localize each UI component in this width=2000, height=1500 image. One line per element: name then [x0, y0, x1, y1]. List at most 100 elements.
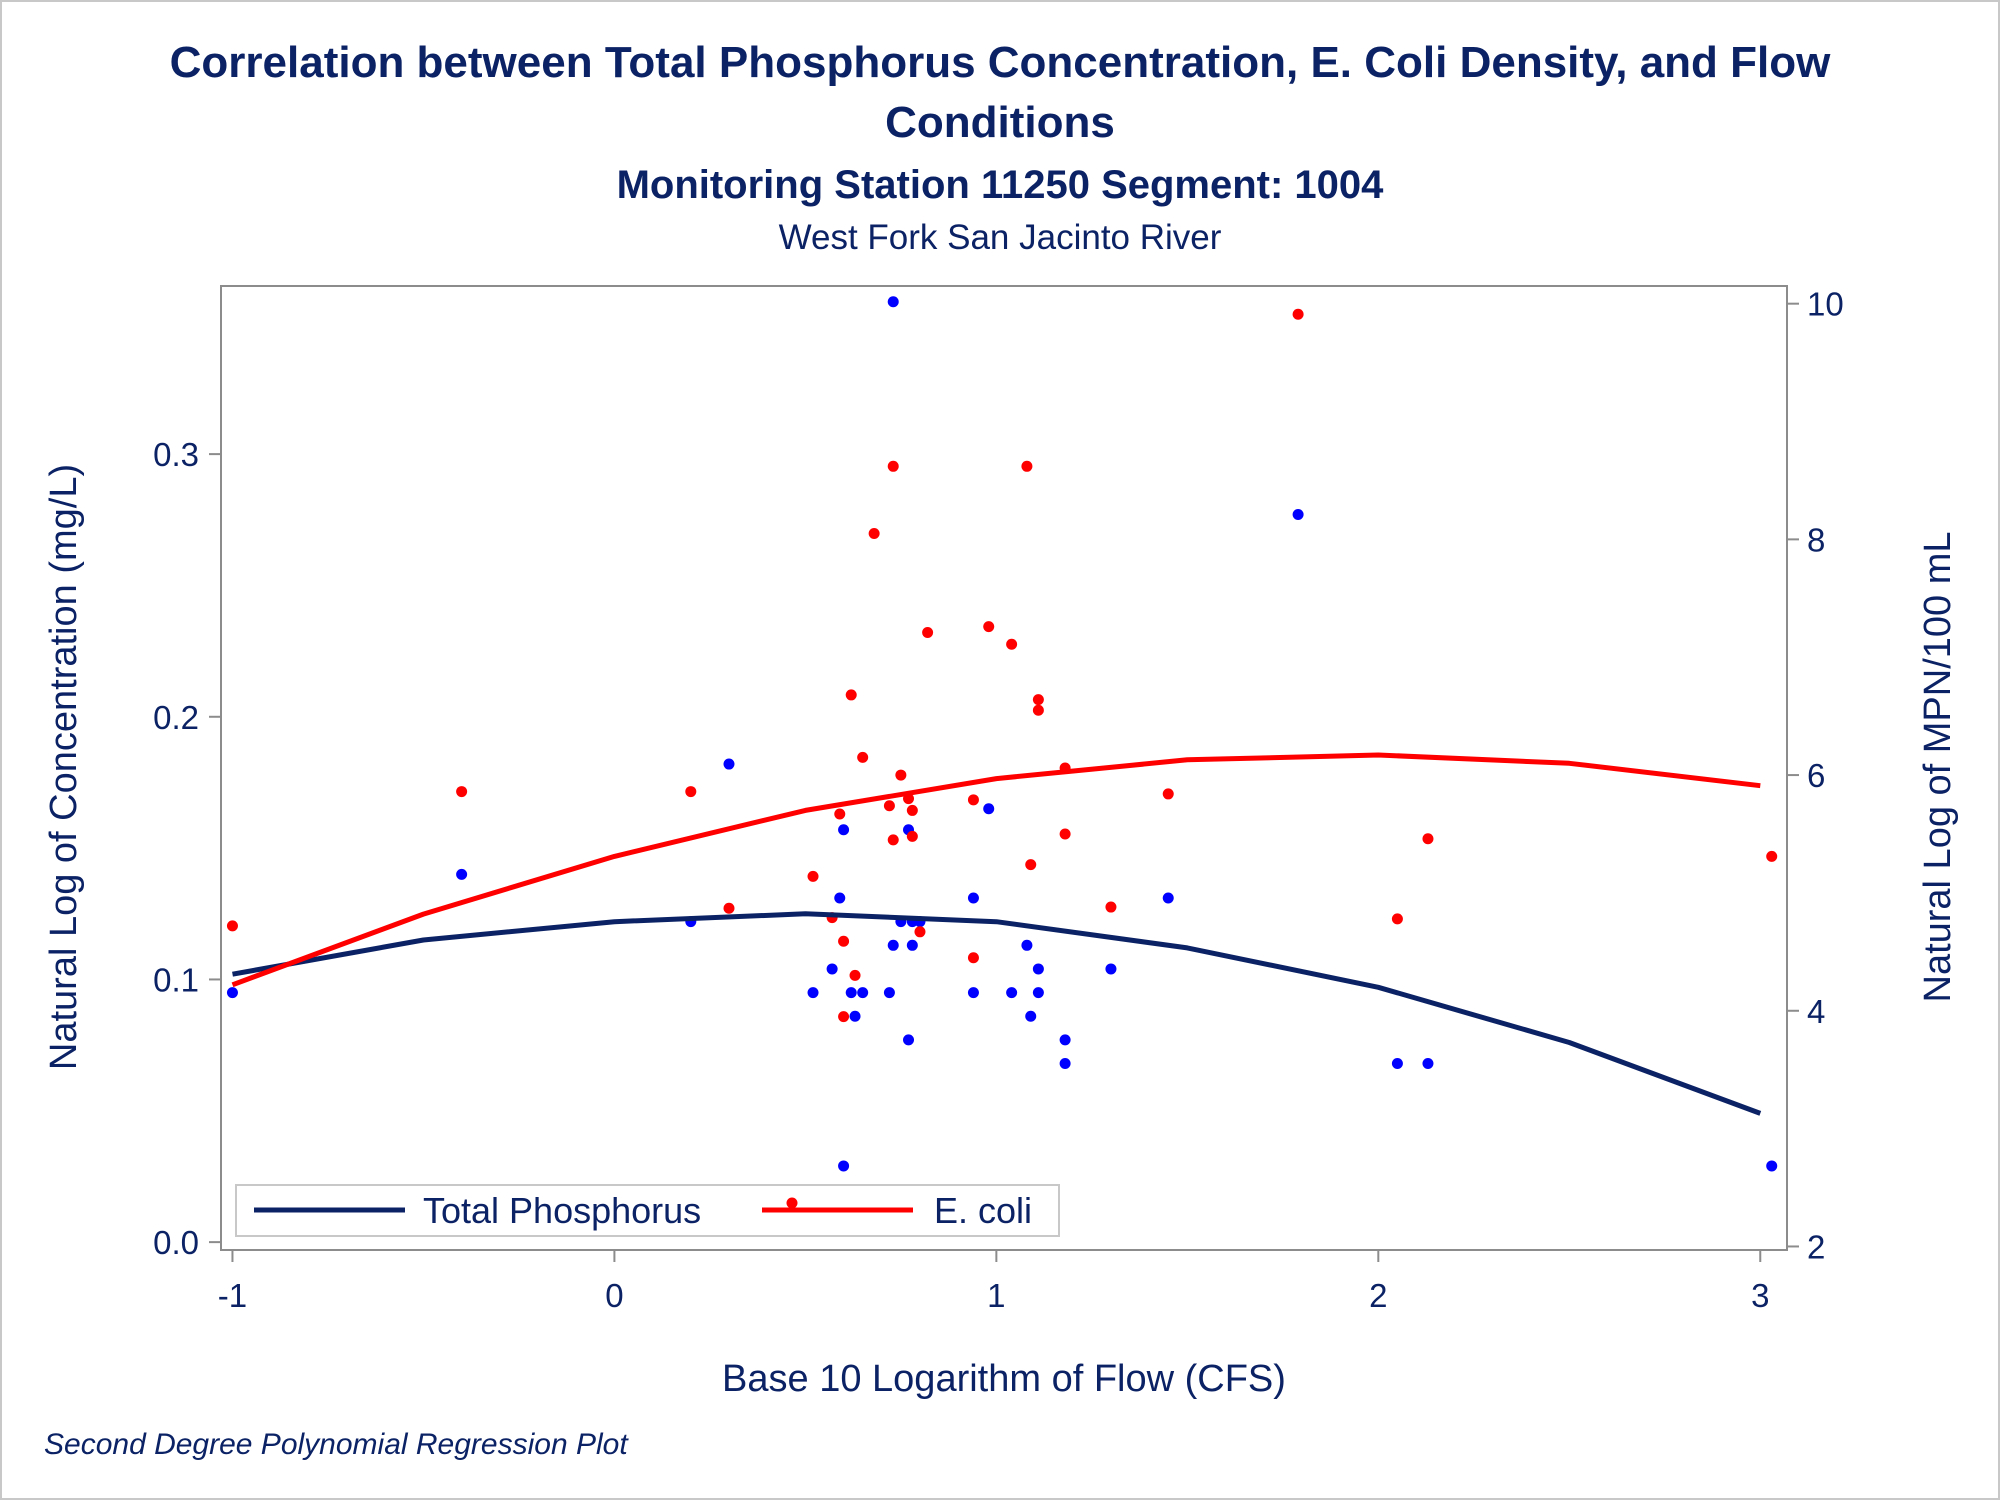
- e-coli-point: [883, 800, 895, 812]
- e-coli-point: [838, 1011, 850, 1023]
- legend-label-e-coli: E. coli: [934, 1190, 1032, 1231]
- e-coli-point: [845, 689, 857, 701]
- e-coli-point: [1766, 850, 1778, 862]
- total-phosphorus-point: [967, 892, 979, 904]
- chart-title: Correlation between Total Phosphorus Con…: [169, 38, 1831, 87]
- e-coli-point: [849, 969, 861, 981]
- e-coli-point: [1032, 694, 1044, 706]
- y2-tick-label: 10: [1807, 286, 1844, 323]
- x-tick-label: -1: [218, 1277, 247, 1314]
- total-phosphorus-point: [1162, 892, 1174, 904]
- x-tick-label: 3: [1751, 1277, 1769, 1314]
- total-phosphorus-point: [1059, 1058, 1071, 1070]
- e-coli-point: [807, 870, 819, 882]
- total-phosphorus-point: [887, 296, 899, 308]
- total-phosphorus-point: [723, 758, 735, 770]
- y2-tick-label: 8: [1807, 521, 1825, 558]
- total-phosphorus-point: [1422, 1058, 1434, 1070]
- total-phosphorus-point: [983, 803, 995, 815]
- y-tick-label: 0.2: [153, 699, 199, 736]
- e-coli-point: [838, 935, 850, 947]
- e-coli-point: [834, 808, 846, 820]
- total-phosphorus-point: [807, 987, 819, 999]
- total-phosphorus-point: [967, 987, 979, 999]
- e-coli-point: [922, 626, 934, 638]
- e-coli-point: [226, 920, 238, 932]
- e-coli-point: [1391, 913, 1403, 925]
- x-tick-label: 0: [605, 1277, 623, 1314]
- e-coli-point: [887, 460, 899, 472]
- y2-axis-label: Natural Log of MPN/100 mL: [1917, 531, 1959, 1002]
- total-phosphorus-point: [1032, 963, 1044, 975]
- e-coli-point: [1292, 308, 1304, 320]
- data-points: [226, 296, 1778, 1172]
- total-phosphorus-point: [887, 939, 899, 951]
- total-phosphorus-point: [838, 824, 850, 836]
- axis-ticks: -1 0 1 2 3 0.0 0.1 0.2 0.3 2 4 6 8 10: [153, 286, 1844, 1314]
- x-axis-label: Base 10 Logarithm of Flow (CFS): [722, 1358, 1286, 1400]
- e-coli-point: [1021, 460, 1033, 472]
- e-coli-point: [1422, 833, 1434, 845]
- x-tick-label: 2: [1369, 1277, 1387, 1314]
- e-coli-point: [983, 621, 995, 633]
- y2-tick-label: 6: [1807, 757, 1825, 794]
- plot-area: [220, 285, 1788, 1251]
- y-tick-label: 0.1: [153, 961, 199, 998]
- total-phosphorus-point: [456, 868, 468, 880]
- e-coli-point: [1059, 828, 1071, 840]
- e-coli-point: [906, 804, 918, 816]
- e-coli-point: [868, 527, 880, 539]
- total-phosphorus-point: [226, 987, 238, 999]
- total-phosphorus-point: [1391, 1058, 1403, 1070]
- total-phosphorus-point: [1059, 1034, 1071, 1046]
- total-phosphorus-point: [857, 987, 869, 999]
- legend-label-total-phosphorus: Total Phosphorus: [423, 1190, 701, 1231]
- e-coli-point: [967, 794, 979, 806]
- e-coli-point: [887, 834, 899, 846]
- total-phosphorus-point: [845, 987, 857, 999]
- total-phosphorus-point: [903, 1034, 915, 1046]
- e-coli-point: [723, 902, 735, 914]
- total-phosphorus-point: [838, 1160, 850, 1172]
- e-coli-point: [914, 926, 926, 938]
- total-phosphorus-point: [1021, 939, 1033, 951]
- e-coli-point: [1006, 638, 1018, 650]
- total-phosphorus-point: [1032, 987, 1044, 999]
- y-axis-label: Natural Log of Concentration (mg/L): [43, 464, 85, 1070]
- e-coli-point: [967, 952, 979, 964]
- e-coli-point: [456, 786, 468, 798]
- e-coli-point: [685, 786, 697, 798]
- e-coli-point: [1032, 704, 1044, 716]
- e-coli-point: [1025, 859, 1037, 871]
- legend: Total Phosphorus E. coli: [235, 1184, 1060, 1237]
- x-tick-label: 1: [987, 1277, 1005, 1314]
- total-phosphorus-point: [906, 939, 918, 951]
- total-phosphorus-point: [849, 1010, 861, 1022]
- chart-subtitle-2: West Fork San Jacinto River: [778, 218, 1222, 257]
- e-coli-point: [895, 769, 907, 781]
- legend-marker-e-coli: [786, 1197, 798, 1209]
- total-phosphorus-point: [826, 963, 838, 975]
- total-phosphorus-point: [1025, 1010, 1037, 1022]
- total-phosphorus-point: [1006, 987, 1018, 999]
- total-phosphorus-point: [1292, 509, 1304, 521]
- e-coli-point: [906, 830, 918, 842]
- y2-tick-label: 2: [1807, 1228, 1825, 1265]
- e-coli-point: [1105, 901, 1117, 913]
- y-tick-label: 0.3: [153, 436, 199, 473]
- e-coli-point: [1162, 788, 1174, 800]
- chart-subtitle: Monitoring Station 11250 Segment: 1004: [616, 163, 1384, 207]
- total-phosphorus-point: [834, 892, 846, 904]
- e-coli-fit-line: [231, 752, 1761, 988]
- total-phosphorus-fit-line: [232, 911, 1762, 1116]
- y2-tick-label: 4: [1807, 993, 1825, 1030]
- total-phosphorus-point: [1105, 963, 1117, 975]
- total-phosphorus-point: [1766, 1160, 1778, 1172]
- chart-title-line2: Conditions: [885, 98, 1115, 147]
- footnote: Second Degree Polynomial Regression Plot: [44, 1428, 628, 1461]
- fit-curves: [231, 752, 1762, 1116]
- e-coli-point: [857, 751, 869, 763]
- y-tick-label: 0.0: [153, 1224, 199, 1261]
- total-phosphorus-point: [883, 987, 895, 999]
